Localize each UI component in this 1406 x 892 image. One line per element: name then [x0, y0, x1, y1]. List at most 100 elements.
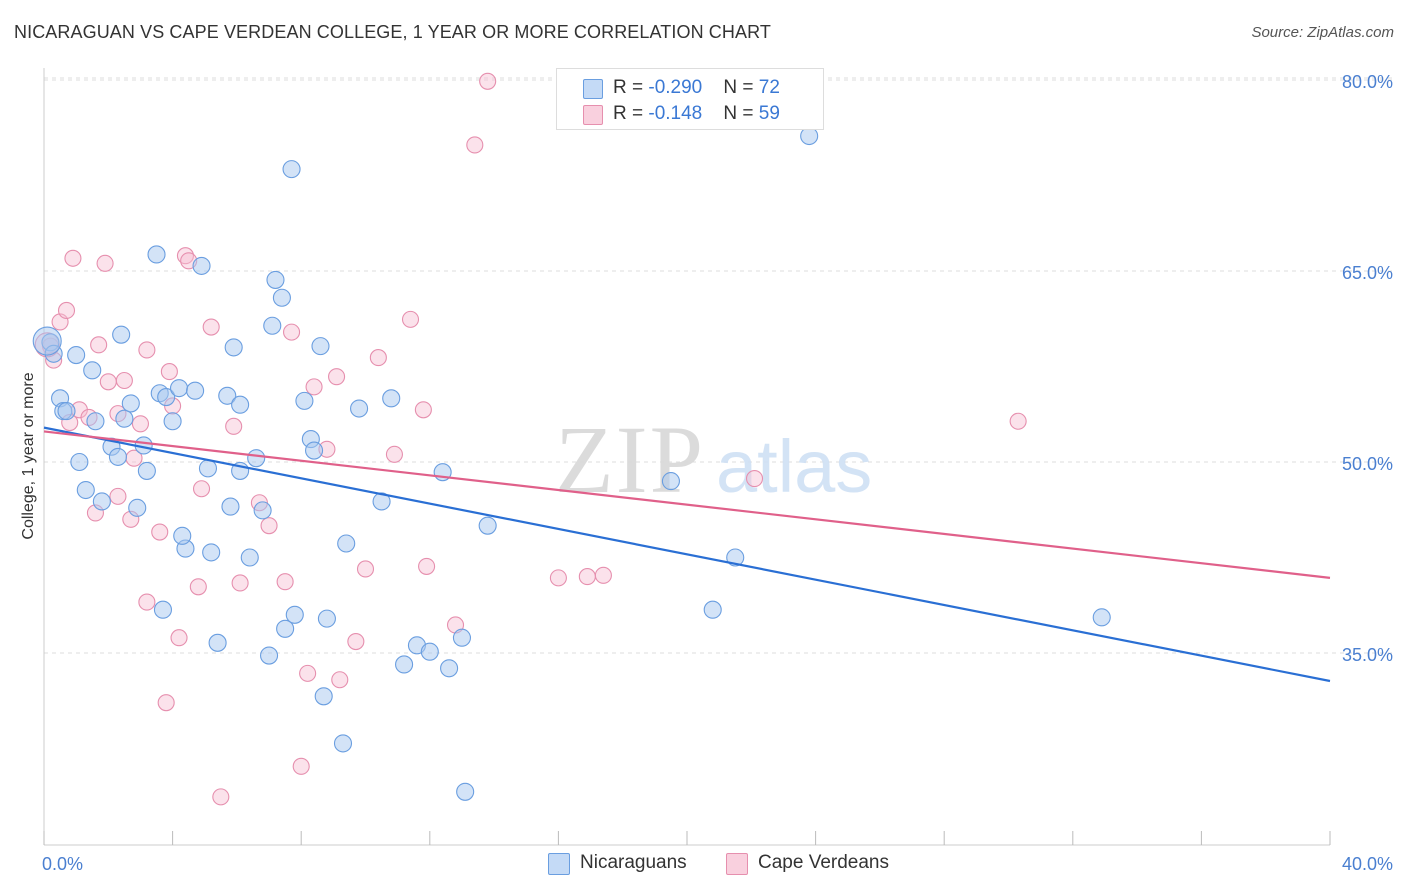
data-point-cape-verdeans: [176, 247, 195, 265]
data-point-cape-verdeans: [549, 569, 567, 587]
data-point-nicaraguans: [478, 516, 497, 535]
axes: [43, 68, 1331, 846]
y-tick-label: 50.0%: [1342, 454, 1393, 474]
legend-swatch-blue: [548, 853, 570, 875]
data-point-nicaraguans: [108, 447, 127, 466]
data-point-cape-verdeans: [1009, 412, 1027, 430]
legend-label-nicaraguans: Nicaraguans: [580, 852, 687, 873]
data-point-nicaraguans: [382, 389, 401, 408]
data-point-cape-verdeans: [745, 470, 764, 488]
grid-lines: [44, 77, 1392, 654]
data-point-cape-verdeans: [331, 671, 349, 689]
data-point-nicaraguans: [208, 633, 227, 652]
data-point-nicaraguans: [157, 388, 176, 407]
x-tick-label: 0.0%: [42, 854, 83, 874]
legend-swatch-blue: [583, 79, 603, 99]
legend-label-cape-verdeans: Cape Verdeans: [758, 852, 889, 873]
data-point-nicaraguans: [253, 501, 272, 520]
data-point-cape-verdeans: [212, 788, 230, 806]
data-point-nicaraguans: [76, 480, 95, 500]
series-cape-verdeans: [34, 72, 1027, 806]
data-point-nicaraguans: [661, 472, 680, 491]
data-point-nicaraguans: [333, 734, 353, 753]
data-point-cape-verdeans: [414, 401, 432, 419]
data-point-nicaraguans: [295, 391, 314, 410]
data-point-nicaraguans: [224, 338, 243, 357]
data-point-nicaraguans: [112, 325, 131, 344]
data-point-cape-verdeans: [64, 249, 82, 267]
y-axis-label: College, 1 year or more: [20, 372, 37, 539]
data-point-cape-verdeans: [202, 318, 220, 336]
data-point-cape-verdeans: [99, 373, 117, 391]
watermark-zip: ZIP: [555, 406, 705, 513]
legend-n-value: 59: [758, 103, 780, 124]
data-point-nicaraguans: [247, 449, 266, 468]
data-point-nicaraguans: [272, 288, 291, 307]
data-point-cape-verdeans: [160, 363, 178, 381]
data-point-cape-verdeans: [96, 254, 114, 272]
data-point-nicaraguans: [726, 548, 745, 567]
data-point-cape-verdeans: [385, 445, 403, 463]
data-point-cape-verdeans: [90, 336, 108, 354]
data-point-cape-verdeans: [328, 368, 346, 386]
data-point-nicaraguans: [221, 497, 240, 516]
data-point-nicaraguans: [276, 619, 295, 638]
source-label: Source: ZipAtlas.com: [1251, 24, 1394, 41]
data-point-nicaraguans: [240, 548, 259, 567]
data-point-nicaraguans: [395, 655, 414, 674]
data-point-cape-verdeans: [138, 593, 156, 611]
trend-line-nicaraguans: [43, 426, 1331, 683]
y-tick-label: 80.0%: [1342, 72, 1393, 92]
data-point-nicaraguans: [231, 395, 250, 414]
data-point-nicaraguans: [703, 600, 722, 619]
x-tick-label: 40.0%: [1342, 854, 1393, 874]
data-point-nicaraguans: [218, 386, 237, 405]
trend-line-cape-verdeans: [43, 430, 1331, 579]
legend-n-label: N =: [723, 103, 759, 124]
data-point-nicaraguans: [202, 543, 221, 562]
data-point-nicaraguans: [311, 337, 330, 356]
data-point-cape-verdeans: [157, 694, 175, 712]
data-point-nicaraguans: [266, 270, 285, 289]
data-point-nicaraguans: [128, 498, 147, 517]
data-point-cape-verdeans: [276, 573, 294, 591]
data-point-cape-verdeans: [57, 301, 76, 320]
data-point-cape-verdeans: [260, 517, 278, 535]
data-point-cape-verdeans: [131, 415, 149, 433]
data-point-nicaraguans: [86, 412, 105, 431]
legend-r-label: R =: [613, 77, 649, 98]
correlation-legend: R = -0.290 N = 72 R = -0.148 N = 59: [556, 68, 824, 130]
legend-r-label: R =: [613, 103, 649, 124]
data-point-cape-verdeans: [418, 557, 436, 575]
y-tick-labels: 35.0% 50.0% 65.0% 80.0%: [1342, 72, 1393, 665]
data-point-nicaraguans: [186, 381, 205, 400]
data-point-nicaraguans: [198, 459, 218, 478]
data-point-cape-verdeans: [299, 664, 317, 682]
data-point-cape-verdeans: [138, 341, 156, 359]
data-point-nicaraguans: [317, 609, 336, 628]
legend-n-value: 72: [758, 77, 780, 98]
legend-r-value: -0.290: [648, 77, 703, 98]
legend-n-label: N =: [723, 77, 759, 98]
data-point-nicaraguans: [1092, 608, 1111, 627]
data-point-cape-verdeans: [115, 371, 133, 390]
legend-swatch-pink: [726, 853, 748, 875]
trend-lines: [43, 426, 1331, 683]
data-point-nicaraguans: [282, 160, 301, 179]
data-point-nicaraguans: [314, 687, 333, 706]
data-point-nicaraguans: [285, 605, 304, 624]
data-point-nicaraguans: [173, 526, 192, 545]
data-point-nicaraguans: [305, 441, 324, 460]
data-point-nicaraguans: [456, 782, 475, 801]
data-point-cape-verdeans: [305, 378, 323, 396]
data-point-nicaraguans: [70, 452, 89, 472]
data-point-cape-verdeans: [225, 417, 243, 435]
y-tick-label: 65.0%: [1342, 263, 1393, 283]
data-point-nicaraguans: [420, 642, 439, 661]
data-point-nicaraguans: [800, 126, 819, 146]
data-point-cape-verdeans: [594, 566, 612, 584]
data-point-cape-verdeans: [170, 629, 188, 647]
data-point-nicaraguans: [32, 326, 62, 356]
data-point-cape-verdeans: [369, 349, 387, 367]
